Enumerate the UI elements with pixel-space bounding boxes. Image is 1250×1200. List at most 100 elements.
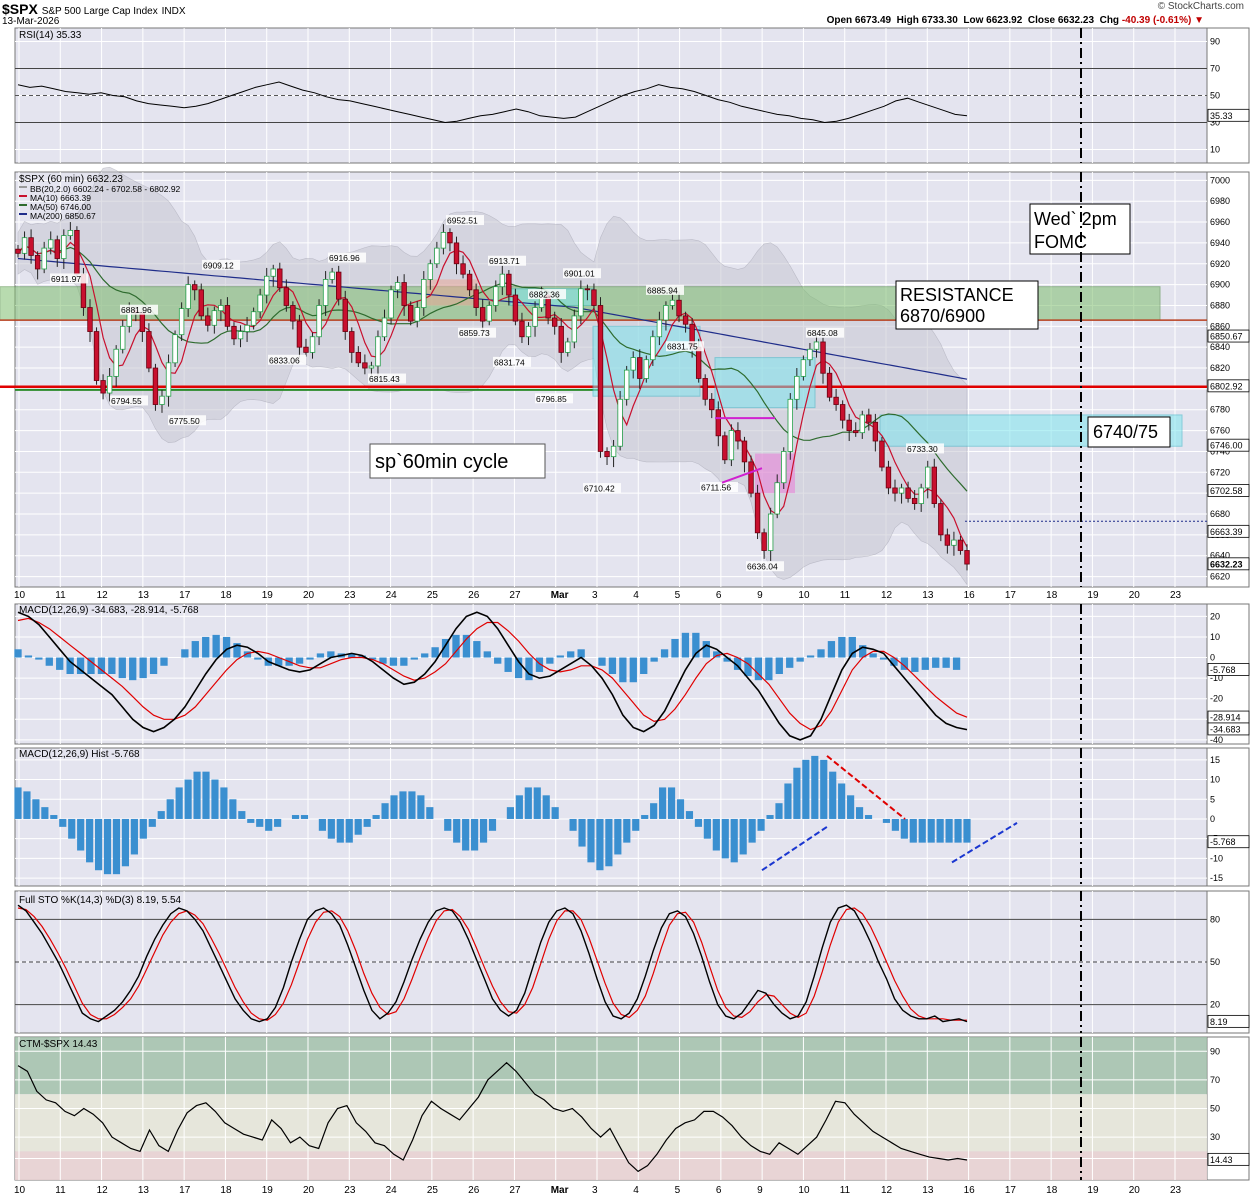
x-tick-label-bottom: 16 (964, 1185, 976, 1196)
x-tick-label: 4 (633, 590, 639, 601)
candle-up (427, 263, 434, 280)
candle-up (211, 310, 218, 326)
candle-up (794, 375, 800, 400)
price-label-bg (906, 443, 944, 454)
price-label: 6636.04 (747, 562, 778, 572)
candle-down (336, 271, 342, 300)
macd-hist-bar (608, 657, 617, 674)
x-tick-label: 6 (716, 590, 722, 601)
price-right-label: 6746.00 (1210, 441, 1243, 451)
hist-bar (614, 818, 622, 855)
hist-bar (506, 807, 514, 819)
macd-hist-bar (233, 643, 241, 658)
price-right-label: 6663.39 (1210, 527, 1243, 537)
x-tick-label: 17 (179, 590, 191, 601)
hist-bar (596, 818, 604, 871)
macd-hist-bar (942, 657, 950, 668)
x-tick-label-bottom: 17 (1005, 1185, 1017, 1196)
macd-hist-bar (97, 657, 106, 674)
macd-hist-bar (640, 657, 648, 674)
price-tick-label: 6820 (1210, 363, 1230, 373)
hist-bar (372, 815, 380, 819)
candle-up (414, 307, 420, 322)
price-label: 6901.01 (564, 269, 595, 279)
macd-hist-bar (671, 639, 679, 658)
macd-hist-bar (149, 657, 158, 674)
candle-down (205, 315, 211, 326)
open-value: 6673.49 (854, 15, 892, 26)
macd-hist-bar (848, 636, 856, 658)
candle-down (754, 492, 761, 534)
candle-down (447, 232, 453, 244)
candle-down (964, 550, 970, 565)
price-legend-entry: BB(20,2.0) 6602.24 - 6702.58 - 6802.92 (30, 184, 181, 194)
close-label: Close (1027, 15, 1056, 26)
price-label: 6710.42 (584, 484, 615, 494)
hist-bar (569, 818, 577, 831)
price-tick-label: 6720 (1210, 467, 1230, 477)
x-tick-label: 13 (138, 590, 150, 601)
chg-down-icon: ▼ (1194, 15, 1204, 26)
hist-bar (676, 799, 685, 819)
macd-hist-bar (316, 653, 325, 658)
candle-down (715, 409, 721, 437)
resistance-level-annotation: 6870/6900 (900, 306, 985, 326)
x-tick-label-bottom: 11 (55, 1185, 66, 1196)
macd-hist-bar (921, 657, 929, 670)
candle-up (774, 482, 780, 515)
hist-bar (327, 818, 335, 839)
macd-hist-bar (379, 657, 387, 664)
candle-up (767, 513, 774, 551)
candle-down (866, 414, 872, 423)
candle-down (100, 380, 106, 394)
candle-down (826, 372, 833, 398)
macd-hist-bar (879, 657, 888, 660)
x-tick-label-bottom: 24 (386, 1185, 398, 1196)
ctm-line (17, 1061, 968, 1173)
hist-bar (820, 759, 828, 819)
close-value: 6632.23 (1057, 15, 1095, 26)
candle-up (48, 239, 54, 249)
price-label: 6952.51 (447, 216, 478, 226)
macd-hist-bar (87, 657, 95, 674)
candle-up (21, 237, 28, 254)
x-tick-label-bottom: Mar (551, 1185, 569, 1196)
candle-up (486, 305, 492, 322)
macd-hist-bar (817, 649, 825, 658)
chg-label: Chg (1099, 15, 1120, 26)
resistance-annotation: RESISTANCE (900, 285, 1014, 305)
candle-down (512, 294, 519, 322)
candle-down (741, 440, 748, 463)
price-label: 6913.71 (489, 256, 520, 266)
x-tick-label-bottom: 18 (220, 1185, 232, 1196)
sto-tick-label: 80 (1210, 914, 1220, 924)
zone-annotation: 6740/75 (1093, 422, 1158, 442)
hist-bar (909, 818, 917, 843)
macd-hist-bar (702, 641, 710, 658)
candle-down (695, 346, 702, 379)
candle-up (172, 334, 178, 364)
ohlc-readout: Open 6673.49 High 6733.30 Low 6623.92 Cl… (827, 15, 1204, 26)
hist-bar (408, 791, 416, 819)
macd-hist-bar (952, 657, 961, 670)
candle-down (957, 539, 964, 551)
macd-hist-bar (681, 632, 690, 658)
macd-hist-bar (139, 657, 147, 679)
x-tick-label-bottom: 17 (179, 1185, 191, 1196)
candle-up (388, 289, 394, 319)
hist-bar (766, 815, 774, 819)
hist-bar (399, 791, 407, 819)
price-label: 6733.30 (907, 444, 938, 454)
macd-hist-bar (421, 653, 429, 658)
candle-up (807, 348, 813, 361)
legend-swatch (19, 213, 27, 215)
candle-up (257, 294, 263, 313)
price-label-bg (535, 393, 573, 404)
price-right-label: 6802.92 (1210, 381, 1243, 391)
hist-bar (462, 818, 470, 851)
hist-bar (184, 779, 192, 819)
x-tick-label: 12 (97, 590, 109, 601)
hist-bar (220, 787, 228, 819)
candle-up (322, 278, 329, 306)
